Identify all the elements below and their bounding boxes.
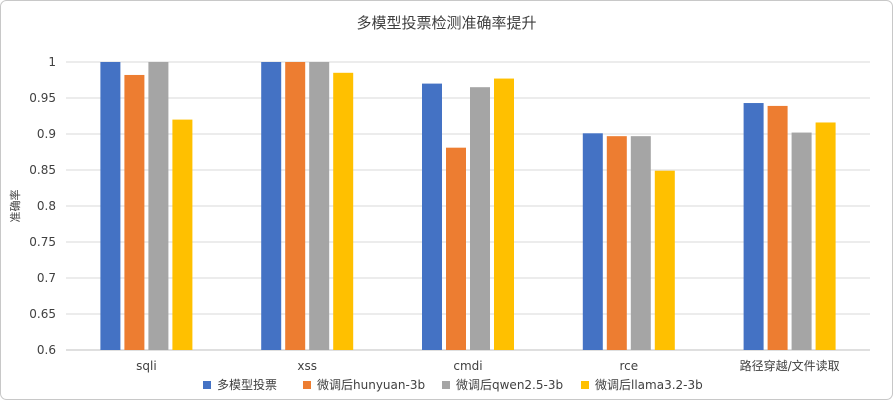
y-tick-label: 0.65 (29, 307, 56, 321)
y-tick-label: 0.8 (37, 199, 56, 213)
chart-title: 多模型投票检测准确率提升 (356, 14, 536, 32)
bar (148, 62, 169, 350)
legend-swatch (203, 381, 211, 389)
gridlines (66, 61, 870, 351)
bar (815, 122, 836, 350)
legend-item: 微调后hunyuan-3b (303, 378, 425, 392)
y-tick-label: 0.7 (37, 271, 56, 285)
bar (422, 83, 442, 350)
bar (630, 136, 651, 350)
y-axis-label: 准确率 (8, 190, 22, 223)
legend-item: 微调后llama3.2-3b (581, 378, 703, 392)
bar (333, 72, 354, 351)
legend-label: 微调后hunyuan-3b (317, 378, 425, 392)
y-tick-label: 0.95 (29, 91, 56, 105)
legend-swatch (303, 381, 311, 389)
legend-item: 微调后qwen2.5-3b (442, 378, 563, 392)
bar (285, 62, 306, 350)
x-tick-label: sqli (136, 359, 157, 373)
bar (470, 87, 490, 350)
bar (654, 170, 675, 350)
y-tick-label: 0.85 (29, 163, 56, 177)
y-tick-label: 1 (48, 55, 56, 69)
x-tick-label: cmdi (453, 359, 482, 373)
legend-item: 多模型投票 (203, 377, 277, 392)
y-axis-ticks: 0.6 0.65 0.7 0.75 0.8 0.85 0.9 0.95 1 (29, 55, 56, 357)
bar (446, 147, 466, 350)
legend-label: 微调后llama3.2-3b (595, 378, 703, 392)
y-tick-label: 0.75 (29, 235, 56, 249)
bar (100, 62, 121, 350)
x-tick-label: xss (297, 359, 317, 373)
legend-swatch (442, 381, 450, 389)
bar (743, 103, 764, 350)
bar (124, 74, 145, 351)
x-axis-categories: sqli xss cmdi rce 路径穿越/文件读取 (136, 358, 839, 373)
bar (767, 105, 788, 350)
bar (261, 62, 282, 350)
legend: 多模型投票 微调后hunyuan-3b 微调后qwen2.5-3b 微调后llama3… (203, 377, 703, 392)
bars (100, 62, 836, 351)
bar (494, 78, 514, 350)
bar (606, 136, 627, 350)
legend-label: 多模型投票 (217, 377, 277, 392)
x-tick-label: 路径穿越/文件读取 (740, 358, 840, 373)
bar (309, 62, 330, 350)
y-tick-label: 0.6 (37, 343, 56, 357)
legend-label: 微调后qwen2.5-3b (456, 378, 563, 392)
bar (172, 119, 193, 350)
legend-swatch (581, 381, 589, 389)
x-tick-label: rce (619, 359, 638, 373)
y-tick-label: 0.9 (37, 127, 56, 141)
bar (791, 132, 812, 350)
bar (582, 133, 603, 350)
